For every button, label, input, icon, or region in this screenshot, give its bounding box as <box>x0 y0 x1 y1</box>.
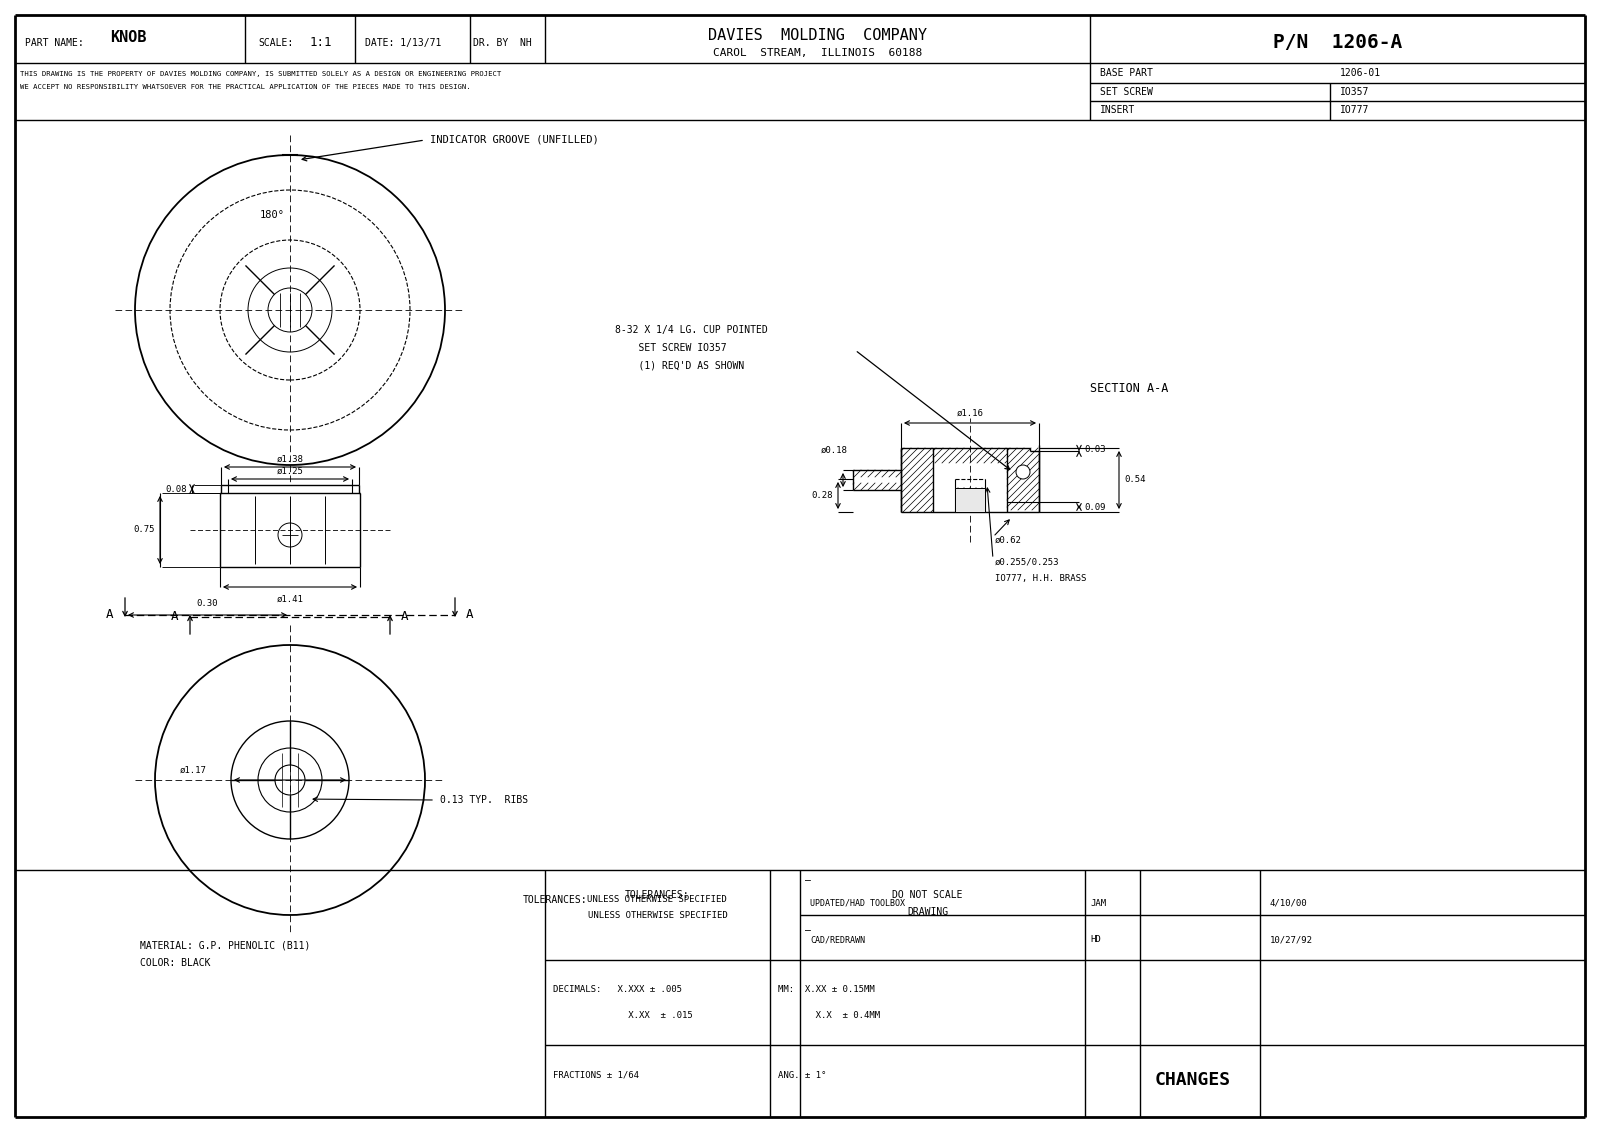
Text: HD: HD <box>1090 935 1101 944</box>
Text: ø1.38: ø1.38 <box>277 455 304 463</box>
Text: DECIMALS:   X.XXX ± .005: DECIMALS: X.XXX ± .005 <box>554 986 682 995</box>
Text: DRAWING: DRAWING <box>907 907 949 917</box>
Text: A: A <box>106 609 114 621</box>
Text: ø1.16: ø1.16 <box>957 409 984 418</box>
Text: PART NAME:: PART NAME: <box>26 38 83 48</box>
Text: ø0.62: ø0.62 <box>995 535 1022 544</box>
Text: 1206-01: 1206-01 <box>1341 68 1381 78</box>
Text: SCALE:: SCALE: <box>258 38 293 48</box>
Text: UNLESS OTHERWISE SPECIFIED: UNLESS OTHERWISE SPECIFIED <box>587 895 726 904</box>
Text: MATERIAL: G.P. PHENOLIC (B11): MATERIAL: G.P. PHENOLIC (B11) <box>141 940 310 950</box>
Text: ø1.25: ø1.25 <box>277 466 304 475</box>
Text: 0.30: 0.30 <box>197 599 218 608</box>
Text: ANG. ± 1°: ANG. ± 1° <box>778 1071 826 1080</box>
Text: 8-32 X 1/4 LG. CUP POINTED: 8-32 X 1/4 LG. CUP POINTED <box>614 325 768 335</box>
Text: UPDATED/HAD TOOLBOX: UPDATED/HAD TOOLBOX <box>810 899 906 908</box>
Text: CAD/REDRAWN: CAD/REDRAWN <box>810 935 866 944</box>
Circle shape <box>1016 465 1030 479</box>
Text: DATE: 1/13/71: DATE: 1/13/71 <box>365 38 442 48</box>
Text: 0.09: 0.09 <box>1085 503 1106 512</box>
Text: SET SCREW: SET SCREW <box>1101 87 1154 97</box>
Text: 0.28: 0.28 <box>811 490 834 499</box>
Text: WE ACCEPT NO RESPONSIBILITY WHATSOEVER FOR THE PRACTICAL APPLICATION OF THE PIEC: WE ACCEPT NO RESPONSIBILITY WHATSOEVER F… <box>19 84 470 91</box>
Text: IO357: IO357 <box>1341 87 1370 97</box>
Text: COLOR: BLACK: COLOR: BLACK <box>141 958 211 968</box>
Text: 0.08: 0.08 <box>165 484 187 494</box>
Text: A: A <box>402 610 408 624</box>
Text: FRACTIONS ± 1/64: FRACTIONS ± 1/64 <box>554 1071 638 1080</box>
Text: X.X  ± 0.4MM: X.X ± 0.4MM <box>778 1011 880 1020</box>
Text: SET SCREW IO357: SET SCREW IO357 <box>614 343 726 353</box>
Text: A: A <box>171 610 179 624</box>
Text: INDICATOR GROOVE (UNFILLED): INDICATOR GROOVE (UNFILLED) <box>430 135 598 145</box>
Text: ø1.17: ø1.17 <box>179 765 206 774</box>
Text: TOLERANCES:: TOLERANCES: <box>626 890 690 900</box>
Text: DR. BY  NH: DR. BY NH <box>474 38 531 48</box>
Text: 180°: 180° <box>259 211 285 220</box>
Text: P/N  1206-A: P/N 1206-A <box>1274 34 1402 52</box>
Text: 0.54: 0.54 <box>1123 475 1146 484</box>
Text: THIS DRAWING IS THE PROPERTY OF DAVIES MOLDING COMPANY, IS SUBMITTED SOLELY AS A: THIS DRAWING IS THE PROPERTY OF DAVIES M… <box>19 71 501 77</box>
Text: A: A <box>466 609 474 621</box>
Text: INSERT: INSERT <box>1101 105 1136 115</box>
Text: IO777, H.H. BRASS: IO777, H.H. BRASS <box>995 575 1086 583</box>
Text: ø0.18: ø0.18 <box>821 446 848 455</box>
Text: SECTION A-A: SECTION A-A <box>1090 381 1168 394</box>
Text: 0.75: 0.75 <box>133 525 155 534</box>
Text: DO NOT SCALE: DO NOT SCALE <box>893 890 963 900</box>
Text: 0.03: 0.03 <box>1085 445 1106 454</box>
Text: CHANGES: CHANGES <box>1155 1071 1230 1089</box>
Text: X.XX  ± .015: X.XX ± .015 <box>554 1011 693 1020</box>
Text: JAM: JAM <box>1090 899 1106 908</box>
Text: 10/27/92: 10/27/92 <box>1270 935 1314 944</box>
Text: TOLERANCES:: TOLERANCES: <box>523 895 587 904</box>
Text: (1) REQ'D AS SHOWN: (1) REQ'D AS SHOWN <box>614 361 744 371</box>
Text: UNLESS OTHERWISE SPECIFIED: UNLESS OTHERWISE SPECIFIED <box>587 911 728 920</box>
Text: CAROL  STREAM,  ILLINOIS  60188: CAROL STREAM, ILLINOIS 60188 <box>714 48 922 58</box>
Text: KNOB: KNOB <box>110 31 147 45</box>
Bar <box>955 488 986 512</box>
Text: BASE PART: BASE PART <box>1101 68 1154 78</box>
Text: –: – <box>805 925 811 935</box>
Text: 0.13 TYP.  RIBS: 0.13 TYP. RIBS <box>440 795 528 805</box>
Text: DAVIES  MOLDING  COMPANY: DAVIES MOLDING COMPANY <box>707 27 926 43</box>
Text: ø1.41: ø1.41 <box>277 595 304 604</box>
Text: MM:  X.XX ± 0.15MM: MM: X.XX ± 0.15MM <box>778 986 875 995</box>
Text: –: – <box>805 875 811 885</box>
Text: ø0.255/0.253: ø0.255/0.253 <box>995 557 1059 566</box>
Text: IO777: IO777 <box>1341 105 1370 115</box>
Text: 1:1: 1:1 <box>310 36 333 50</box>
Text: 4/10/00: 4/10/00 <box>1270 899 1307 908</box>
